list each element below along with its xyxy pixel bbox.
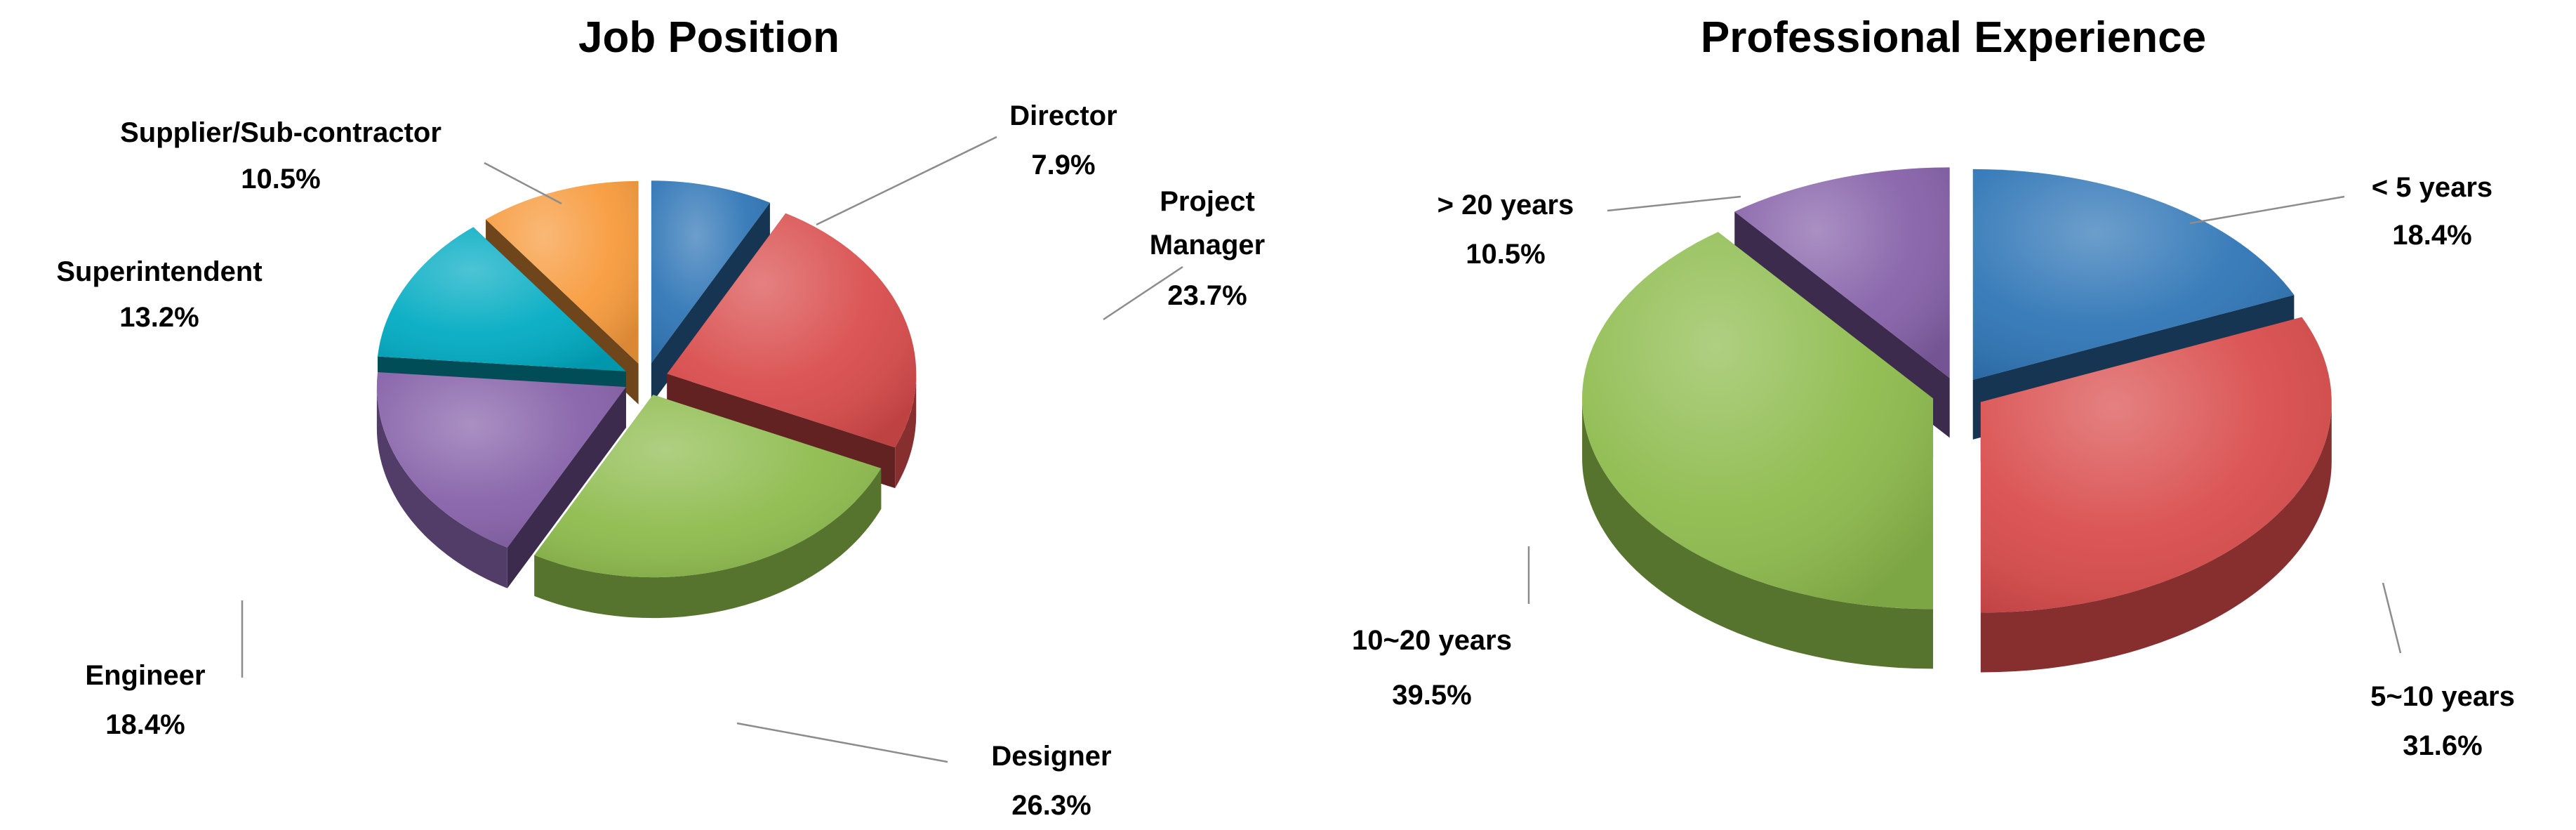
slice-director xyxy=(651,180,770,404)
slice-10-20-years xyxy=(1582,232,1934,669)
slice-director-highlight xyxy=(651,180,770,364)
supplier-label-text: Supplier/Sub-contractor xyxy=(120,117,441,148)
designer-value: 26.3% xyxy=(1011,790,1091,821)
slice-5-10-years-side xyxy=(1980,402,2332,673)
job-position-title: Job Position xyxy=(578,13,839,62)
slice-engineer-side xyxy=(376,387,507,588)
project-manager-label-line1: Project xyxy=(1160,186,1255,217)
job-position-chart: Job Position Director 7.9% Project Manag… xyxy=(56,13,1265,821)
superintendent-label-text: Superintendent xyxy=(56,256,262,287)
slice-5-10-years xyxy=(1980,317,2332,673)
engineer-label: Engineer 18.4% xyxy=(85,600,244,740)
slice-designer-side xyxy=(534,468,882,619)
slice-supplier-sub-contractor-highlight xyxy=(486,180,639,364)
superintendent-label: Superintendent 13.2% xyxy=(56,256,262,333)
engineer-label-text: Engineer xyxy=(85,660,205,691)
director-label: Director 7.9% xyxy=(816,100,1117,226)
director-value: 7.9% xyxy=(1031,150,1095,180)
professional-experience-pie xyxy=(1582,167,2332,673)
project-manager-label: Project Manager 23.7% xyxy=(1103,186,1266,321)
slice-engineer xyxy=(376,371,626,588)
over-20-years-value: 10.5% xyxy=(1466,239,1545,270)
slice-engineer-wall-start xyxy=(507,387,626,588)
slice-designer-highlight xyxy=(534,395,882,578)
designer-label: Designer 26.3% xyxy=(736,722,1112,821)
professional-experience-title: Professional Experience xyxy=(1701,13,2206,62)
5-10-years-label: 5~10 years 31.6% xyxy=(2370,582,2515,761)
10-20-years-value: 39.5% xyxy=(1392,680,1471,711)
project-manager-value: 23.7% xyxy=(1167,280,1247,311)
slice-5-years-highlight xyxy=(1972,169,2295,380)
job-position-pie xyxy=(376,180,917,619)
over-20-years-label-text: > 20 years xyxy=(1438,190,1574,220)
slice-project-manager xyxy=(667,213,917,489)
under-5-years-leader-line xyxy=(2189,195,2345,225)
superintendent-value: 13.2% xyxy=(119,302,199,333)
director-leader-line xyxy=(816,136,997,226)
10-20-years-label: 10~20 years 39.5% xyxy=(1352,546,1530,711)
slice-superintendent-highlight xyxy=(378,227,626,371)
director-label-text: Director xyxy=(1009,100,1117,131)
slice-20-years-highlight xyxy=(1734,167,1950,378)
5-10-years-leader-line xyxy=(2382,582,2402,654)
project-manager-leader-line xyxy=(1103,265,1183,321)
designer-leader-line xyxy=(736,722,948,763)
supplier-label: Supplier/Sub-contractor 10.5% xyxy=(120,117,562,205)
supplier-leader-line xyxy=(484,162,562,205)
designer-label-text: Designer xyxy=(991,741,1111,772)
slice-designer xyxy=(534,395,882,619)
supplier-value: 10.5% xyxy=(241,164,320,195)
5-10-years-value: 31.6% xyxy=(2403,730,2482,761)
under-5-years-label-text: < 5 years xyxy=(2372,172,2492,203)
slice-5-10-years-highlight xyxy=(1980,317,2332,613)
slice-10-20-years-highlight xyxy=(1582,232,1934,610)
under-5-years-value: 18.4% xyxy=(2392,220,2471,251)
10-20-years-label-text: 10~20 years xyxy=(1352,625,1512,656)
over-20-years-leader-line xyxy=(1607,195,1741,212)
slice-10-20-years-side xyxy=(1582,398,1934,669)
engineer-value: 18.4% xyxy=(105,709,185,740)
slice-engineer-highlight xyxy=(376,371,626,548)
under-5-years-label: < 5 years 18.4% xyxy=(2189,172,2492,251)
slice-project-manager-highlight xyxy=(667,213,917,448)
5-10-years-label-text: 5~10 years xyxy=(2370,681,2515,712)
professional-experience-chart: Professional Experience < 5 years 18.4% … xyxy=(1352,13,2515,761)
project-manager-label-line2: Manager xyxy=(1150,230,1266,261)
slice-director-wall-end xyxy=(651,202,770,404)
slice-project-manager-side xyxy=(895,374,917,489)
over-20-years-label: > 20 years 10.5% xyxy=(1438,190,1741,270)
